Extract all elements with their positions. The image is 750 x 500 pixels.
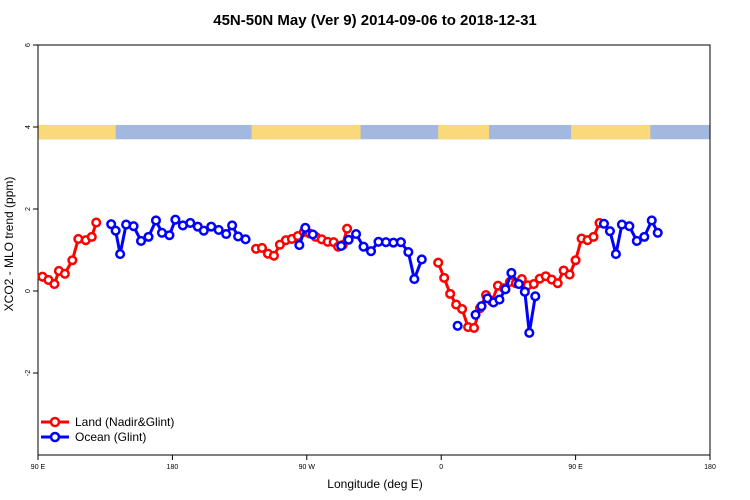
data-point: [336, 240, 347, 251]
data-point: [170, 214, 181, 225]
legend-label-land: Land (Nadir&Glint): [75, 415, 174, 429]
legend: Land (Nadir&Glint) Ocean (Glint): [41, 415, 174, 444]
data-point: [198, 225, 209, 236]
data-point: [59, 268, 70, 279]
data-point: [519, 286, 530, 297]
legend-swatch-ocean-marker: [49, 431, 61, 443]
x-tick-label: 90 W: [299, 464, 316, 471]
data-point: [227, 220, 238, 231]
data-point: [240, 234, 251, 245]
legend-swatch-land-marker: [49, 416, 61, 428]
data-point: [213, 224, 224, 235]
plot-frame: [37, 44, 711, 456]
data-point: [403, 247, 414, 258]
data-point: [294, 240, 305, 251]
data-point: [598, 218, 610, 229]
legend-label-ocean: Ocean (Glint): [75, 430, 146, 444]
data-point: [570, 255, 581, 266]
legend-entry-land: Land (Nadir&Glint): [41, 415, 174, 429]
y-axis-label: XCO2 - MLO trend (ppm): [2, 177, 16, 312]
data-point: [128, 221, 139, 232]
data-point: [452, 320, 463, 331]
band-land-0: [38, 124, 116, 140]
data-point: [530, 291, 541, 302]
y-tick-label: -2: [25, 370, 32, 376]
data-point: [506, 267, 517, 279]
data-point: [513, 278, 524, 290]
series-ocean: [106, 214, 663, 338]
data-point: [610, 249, 621, 260]
data-point: [185, 217, 196, 228]
y-tick-label: 4: [25, 125, 32, 129]
data-point: [639, 231, 650, 242]
data-point: [106, 219, 117, 230]
data-point: [552, 278, 563, 289]
data-point: [365, 246, 377, 257]
data-point: [49, 278, 60, 290]
y-tick-label: 6: [25, 43, 32, 47]
data-point: [469, 322, 480, 333]
band-land-3: [571, 124, 651, 140]
data-point: [300, 222, 311, 233]
data-point: [416, 254, 427, 265]
y-tick-label: 0: [25, 289, 32, 293]
data-point: [221, 228, 232, 240]
data-point: [494, 294, 505, 305]
data-point: [135, 235, 147, 247]
x-axis-label: Longitude (deg E): [327, 477, 422, 491]
data-point: [150, 215, 162, 226]
data-point: [445, 288, 456, 299]
x-tick-label: 180: [704, 464, 716, 471]
data-point: [342, 223, 353, 234]
data-point: [86, 231, 97, 242]
data-point: [524, 327, 535, 338]
data-point: [646, 215, 657, 226]
data-point: [307, 229, 318, 240]
data-point: [395, 237, 406, 248]
data-point: [115, 249, 126, 260]
data-point: [470, 309, 481, 320]
legend-entry-ocean: Ocean (Glint): [41, 430, 146, 444]
y-tick-label: 2: [25, 207, 32, 211]
x-tick-label: 90 E: [568, 464, 583, 471]
data-point: [624, 221, 635, 232]
data-point: [256, 242, 268, 253]
data-point: [604, 226, 615, 237]
data-point: [433, 257, 444, 268]
data-point: [110, 225, 121, 236]
land-ocean-band: [38, 124, 710, 140]
data-point: [457, 303, 468, 315]
band-ocean: [38, 124, 710, 140]
data-series: [37, 214, 663, 338]
data-point: [143, 231, 154, 242]
plot-border: [37, 44, 711, 456]
data-point: [564, 269, 575, 280]
y-axis-ticks: -2 0 2 4 6: [25, 43, 38, 376]
data-point: [343, 234, 354, 245]
x-tick-label: 180: [167, 464, 179, 471]
data-point: [528, 278, 539, 290]
x-tick-label: 90 E: [31, 464, 46, 471]
data-point: [268, 250, 279, 261]
data-point: [631, 235, 642, 247]
data-point: [439, 272, 450, 283]
data-point: [164, 230, 175, 241]
data-point: [500, 284, 511, 295]
data-point: [67, 255, 78, 266]
x-axis-ticks: 90 E 180 90 W 0 90 E 180: [31, 455, 716, 471]
data-point: [652, 227, 663, 238]
data-point: [358, 241, 369, 252]
chart-title: 45N-50N May (Ver 9) 2014-09-06 to 2018-1…: [213, 12, 537, 29]
x-tick-label: 0: [439, 464, 443, 471]
band-land-2: [438, 124, 489, 140]
band-land-1: [251, 124, 361, 140]
data-point: [351, 228, 362, 240]
data-point: [476, 301, 487, 312]
data-point: [91, 217, 102, 228]
data-point: [588, 231, 599, 242]
data-point: [409, 274, 420, 285]
